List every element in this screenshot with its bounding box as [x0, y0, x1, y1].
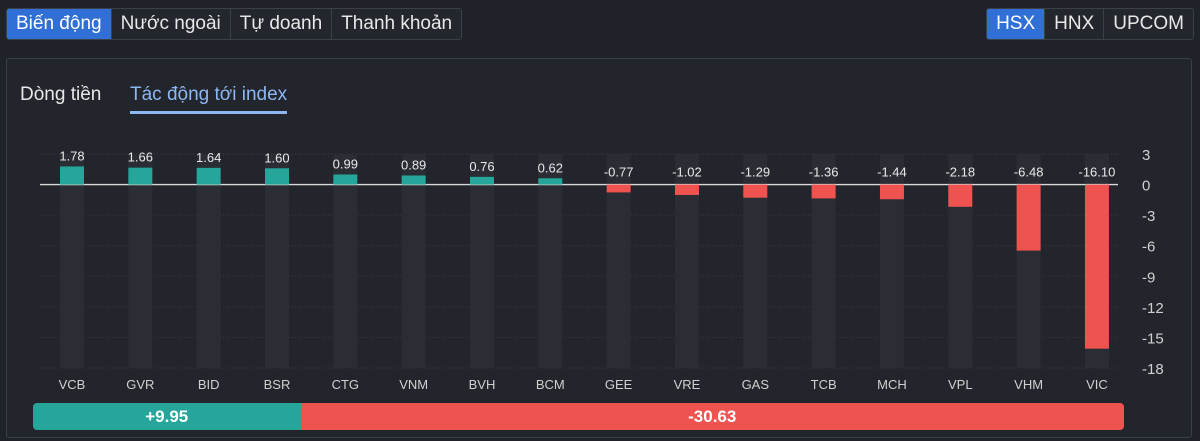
summary-bar: +9.95 -30.63 [33, 403, 1124, 430]
bar-gvr [128, 167, 153, 185]
data-label: -1.02 [672, 165, 702, 180]
data-label: -2.18 [945, 165, 975, 180]
bar-bvh [469, 176, 494, 185]
exchange-tabs: HSX HNX UPCOM [986, 8, 1194, 40]
column-background [333, 154, 358, 368]
exchange-tab-upcom[interactable]: UPCOM [1104, 9, 1193, 39]
x-tick-label: GAS [742, 377, 770, 392]
x-tick-label: MCH [877, 377, 907, 392]
x-tick-label: VIC [1086, 377, 1108, 392]
y-tick-label: 3 [1142, 147, 1150, 164]
data-label: 1.78 [59, 148, 84, 163]
column-background [538, 154, 563, 368]
data-label: 0.99 [333, 156, 358, 171]
x-tick-label: VHM [1014, 377, 1043, 392]
data-label: -0.77 [604, 165, 634, 180]
column-background [60, 154, 84, 368]
x-tick-label: BVH [469, 377, 496, 392]
x-tick-label: CTG [332, 377, 359, 392]
data-label: 1.60 [264, 150, 289, 165]
tab-0[interactable]: Biến động [7, 9, 112, 39]
data-label: -1.36 [809, 165, 839, 180]
data-label: -1.44 [877, 165, 907, 180]
exchange-tab-hsx[interactable]: HSX [987, 9, 1046, 39]
y-tick-label: 0 [1142, 178, 1150, 195]
exchange-tab-hnx[interactable]: HNX [1045, 9, 1105, 39]
data-label: 0.76 [469, 159, 494, 174]
bar-bcm [538, 178, 563, 185]
bar-tcb [811, 184, 836, 199]
x-tick-label: BID [198, 377, 220, 392]
x-tick-label: TCB [811, 377, 837, 392]
data-label: -16.10 [1079, 165, 1116, 180]
bar-bsr [264, 168, 289, 185]
data-label: -1.29 [740, 165, 770, 180]
bar-ctg [333, 174, 358, 185]
y-tick-label: -3 [1142, 208, 1155, 225]
x-tick-label: VNM [399, 377, 428, 392]
positive-total: +9.95 [33, 403, 301, 430]
bar-mch [879, 184, 904, 200]
x-tick-label: VPL [948, 377, 973, 392]
x-tick-label: BSR [264, 377, 291, 392]
data-label: -6.48 [1014, 165, 1044, 180]
y-tick-label: -9 [1142, 269, 1155, 286]
bar-vnm [401, 175, 426, 185]
bar-vcb [60, 166, 84, 185]
data-label: 0.62 [538, 160, 563, 175]
subtab-money-flow[interactable]: Dòng tiền [20, 84, 102, 105]
subtab-index-impact[interactable]: Tác động tới index [130, 84, 288, 114]
x-tick-label: GVR [126, 377, 154, 392]
bar-vpl [948, 184, 973, 207]
column-background [469, 154, 494, 368]
data-label: 0.89 [401, 158, 426, 173]
view-tabs: Biến động Nước ngoài Tự doanh Thanh khoản [6, 8, 463, 40]
bar-gee [606, 184, 631, 193]
tab-2[interactable]: Tự doanh [230, 9, 333, 39]
data-label: 1.64 [196, 150, 221, 165]
x-tick-label: GEE [605, 377, 633, 392]
x-tick-label: VRE [674, 377, 701, 392]
negative-total: -30.63 [300, 403, 1124, 430]
x-tick-label: VCB [59, 377, 86, 392]
y-tick-label: -18 [1142, 361, 1164, 378]
column-background [264, 154, 289, 368]
tab-1[interactable]: Nước ngoài [111, 9, 231, 39]
y-tick-label: -15 [1142, 330, 1164, 347]
tab-3[interactable]: Thanh khoản [332, 9, 462, 39]
column-background [401, 154, 426, 368]
bar-gas [743, 184, 768, 198]
bar-vic [1084, 184, 1109, 349]
y-tick-label: -12 [1142, 300, 1164, 317]
data-label: 1.66 [128, 150, 153, 165]
x-tick-label: BCM [536, 377, 565, 392]
bar-vre [674, 184, 699, 195]
column-background [128, 154, 153, 368]
y-tick-label: -6 [1142, 239, 1155, 256]
column-background [196, 154, 221, 368]
bar-vhm [1016, 184, 1041, 251]
bar-bid [196, 167, 221, 185]
